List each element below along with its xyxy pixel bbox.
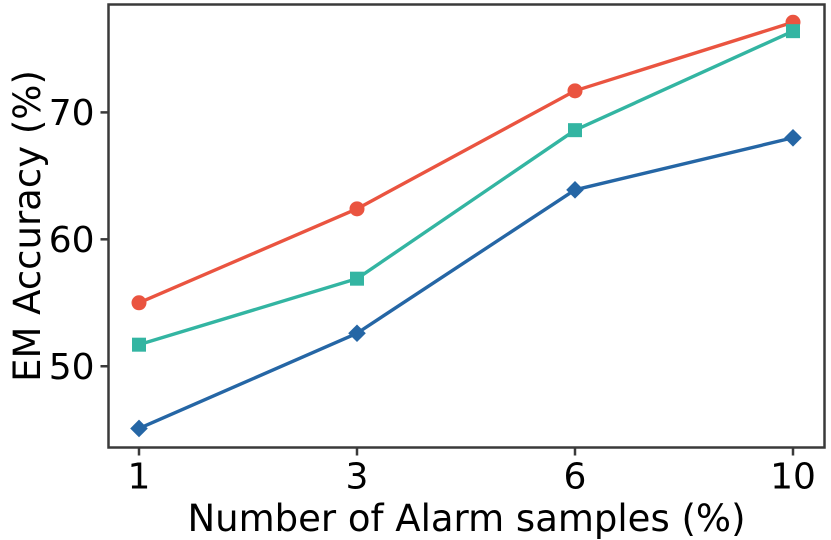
square-marker <box>132 337 146 352</box>
x-tick-label: 10 <box>770 457 816 498</box>
circle-marker <box>567 83 583 99</box>
series-line-red-circle-series <box>138 20 794 305</box>
circle-marker <box>131 295 147 311</box>
diamond-marker <box>130 419 148 438</box>
square-marker <box>350 271 364 286</box>
series-line-blue-diamond-series <box>138 136 794 431</box>
y-tick-label: 70 <box>49 93 95 134</box>
series-line-teal-square-series <box>138 29 794 347</box>
plot-border <box>107 3 826 449</box>
x-tick-label: 1 <box>128 457 151 498</box>
diamond-marker <box>566 181 584 199</box>
square-marker <box>568 123 582 138</box>
x-tick-label: 6 <box>564 457 587 498</box>
y-tick-label: 50 <box>49 347 95 388</box>
square-marker <box>786 24 800 39</box>
plot-area: 50 60 70 1 3 6 10 <box>49 3 826 498</box>
diamond-marker <box>348 324 366 343</box>
x-tick-label: 3 <box>346 457 369 498</box>
diamond-marker <box>784 128 802 147</box>
circle-marker <box>349 201 365 217</box>
y-tick-label: 60 <box>49 220 95 261</box>
x-axis-label: Number of Alarm samples (%) <box>187 497 745 540</box>
y-axis-label: EM Accuracy (%) <box>6 70 49 382</box>
